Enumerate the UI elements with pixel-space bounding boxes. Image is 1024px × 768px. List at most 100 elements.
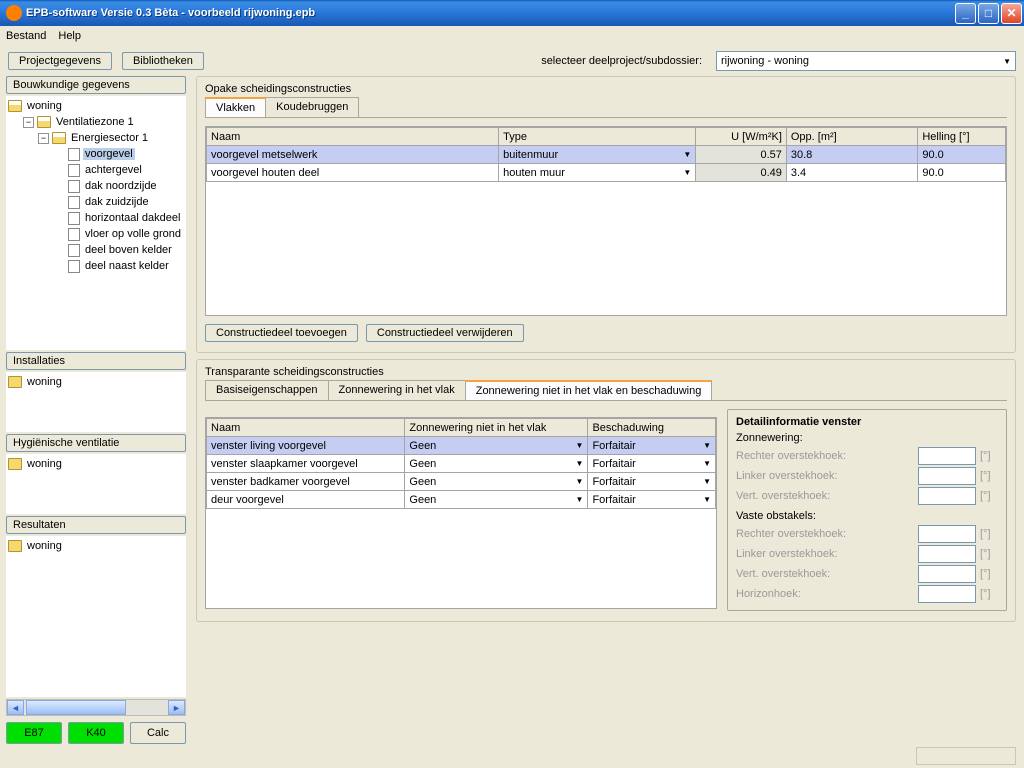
tab-zonne-in[interactable]: Zonnewering in het vlak [328, 380, 466, 400]
section-installaties[interactable]: Installaties [6, 352, 186, 370]
cell-naam[interactable]: venster slaapkamer voorgevel [207, 455, 405, 473]
tree-item-dak-noordzijde[interactable]: dak noordzijde [8, 178, 184, 194]
e-value-button[interactable]: E87 [6, 722, 62, 744]
cell-type[interactable]: houten muur▼ [499, 164, 696, 182]
titlebar: EPB-software Versie 0.3 Bèta - voorbeeld… [0, 0, 1024, 26]
col-type[interactable]: Type [499, 128, 696, 146]
cell-opp[interactable]: 30.8 [786, 146, 917, 164]
cell-zonne[interactable]: Geen▼ [405, 455, 588, 473]
cell-type[interactable]: buitenmuur▼ [499, 146, 696, 164]
linker-overstek-input-2[interactable] [918, 545, 976, 563]
cell-besch[interactable]: Forfaitair▼ [588, 455, 716, 473]
cell-naam[interactable]: voorgevel metselwerk [207, 146, 499, 164]
opake-tabs: Vlakken Koudebruggen [205, 97, 1007, 118]
tree-node-ventilatiezone[interactable]: −Ventilatiezone 1 [8, 114, 184, 130]
minimize-button[interactable]: _ [955, 3, 976, 24]
constructiedeel-toevoegen-button[interactable]: Constructiedeel toevoegen [205, 324, 358, 342]
cell-besch[interactable]: Forfaitair▼ [588, 437, 716, 455]
col-naam[interactable]: Naam [207, 128, 499, 146]
col-helling[interactable]: Helling [°] [918, 128, 1006, 146]
section-hygienische[interactable]: Hygiënische ventilatie [6, 434, 186, 452]
table-row[interactable]: voorgevel houten deel houten muur▼ 0.49 … [207, 164, 1006, 182]
col-naam[interactable]: Naam [207, 419, 405, 437]
scroll-right-icon[interactable]: ► [168, 700, 185, 715]
document-icon [68, 212, 80, 225]
collapse-icon[interactable]: − [23, 117, 34, 128]
deelproject-label: selecteer deelproject/subdossier: [541, 55, 702, 67]
tree-item-deel-boven-kelder[interactable]: deel boven kelder [8, 242, 184, 258]
col-u[interactable]: U [W/m²K] [696, 128, 787, 146]
tree-node-energiesector[interactable]: −Energiesector 1 [8, 130, 184, 146]
document-icon [68, 180, 80, 193]
tree-item-deel-naast-kelder[interactable]: deel naast kelder [8, 258, 184, 274]
deelproject-value: rijwoning - woning [721, 55, 809, 67]
vert-overstek-input-2[interactable] [918, 565, 976, 583]
cell-zonne[interactable]: Geen▼ [405, 491, 588, 509]
cell-opp[interactable]: 3.4 [786, 164, 917, 182]
menu-bestand[interactable]: Bestand [6, 30, 46, 42]
k-value-button[interactable]: K40 [68, 722, 124, 744]
tree-item-horizontaal-dakdeel[interactable]: horizontaal dakdeel [8, 210, 184, 226]
tree-item-vloer-volle-grond[interactable]: vloer op volle grond [8, 226, 184, 242]
cell-besch[interactable]: Forfaitair▼ [588, 491, 716, 509]
tree-node-woning-hygienische[interactable]: woning [8, 456, 184, 472]
cell-zonne[interactable]: Geen▼ [405, 473, 588, 491]
cell-naam[interactable]: deur voorgevel [207, 491, 405, 509]
folder-icon [8, 458, 22, 470]
cell-naam[interactable]: venster badkamer voorgevel [207, 473, 405, 491]
tree-node-woning-resultaten[interactable]: woning [8, 538, 184, 554]
tab-basis[interactable]: Basiseigenschappen [205, 380, 329, 400]
section-resultaten[interactable]: Resultaten [6, 516, 186, 534]
unit-label: [°] [980, 470, 998, 482]
document-icon [68, 244, 80, 257]
dropdown-icon: ▼ [703, 477, 711, 486]
close-button[interactable]: ✕ [1001, 3, 1022, 24]
detail-panel: Detailinformatie venster Zonnewering: Re… [727, 409, 1007, 611]
tree-node-woning[interactable]: woning [8, 98, 184, 114]
rechter-overstek-input[interactable] [918, 447, 976, 465]
tree-item-achtergevel[interactable]: achtergevel [8, 162, 184, 178]
constructiedeel-verwijderen-button[interactable]: Constructiedeel verwijderen [366, 324, 524, 342]
dropdown-icon: ▼ [703, 441, 711, 450]
cell-naam[interactable]: voorgevel houten deel [207, 164, 499, 182]
col-zonnewering[interactable]: Zonnewering niet in het vlak [405, 419, 588, 437]
cell-zonne[interactable]: Geen▼ [405, 437, 588, 455]
col-opp[interactable]: Opp. [m²] [786, 128, 917, 146]
unit-label: [°] [980, 450, 998, 462]
maximize-button[interactable]: □ [978, 3, 999, 24]
table-row[interactable]: venster badkamer voorgevelGeen▼Forfaitai… [207, 473, 716, 491]
cell-besch[interactable]: Forfaitair▼ [588, 473, 716, 491]
scroll-left-icon[interactable]: ◄ [7, 700, 24, 715]
linker-overstek-input[interactable] [918, 467, 976, 485]
horizontal-scrollbar[interactable]: ◄ ► [6, 699, 186, 716]
deelproject-select[interactable]: rijwoning - woning ▼ [716, 51, 1016, 71]
calc-button[interactable]: Calc [130, 722, 186, 744]
table-row[interactable]: deur voorgevelGeen▼Forfaitair▼ [207, 491, 716, 509]
bibliotheken-button[interactable]: Bibliotheken [122, 52, 204, 70]
tree-node-woning-installaties[interactable]: woning [8, 374, 184, 390]
vert-overstek-input[interactable] [918, 487, 976, 505]
cell-naam[interactable]: venster living voorgevel [207, 437, 405, 455]
col-beschaduwing[interactable]: Beschaduwing [588, 419, 716, 437]
projectgegevens-button[interactable]: Projectgegevens [8, 52, 112, 70]
cell-helling[interactable]: 90.0 [918, 164, 1006, 182]
tree-item-voorgevel[interactable]: voorgevel [8, 146, 184, 162]
tab-vlakken[interactable]: Vlakken [205, 97, 266, 117]
collapse-icon[interactable]: − [38, 133, 49, 144]
section-bouwkundige[interactable]: Bouwkundige gegevens [6, 76, 186, 94]
cell-helling[interactable]: 90.0 [918, 146, 1006, 164]
tree-item-dak-zuidzijde[interactable]: dak zuidzijde [8, 194, 184, 210]
horizonhoek-input[interactable] [918, 585, 976, 603]
document-icon [68, 148, 80, 161]
scroll-thumb[interactable] [26, 700, 126, 715]
table-row[interactable]: voorgevel metselwerk buitenmuur▼ 0.57 30… [207, 146, 1006, 164]
table-row[interactable]: venster slaapkamer voorgevelGeen▼Forfait… [207, 455, 716, 473]
table-row[interactable]: venster living voorgevelGeen▼Forfaitair▼ [207, 437, 716, 455]
tab-koudebruggen[interactable]: Koudebruggen [265, 97, 359, 117]
menubar: Bestand Help [0, 26, 1024, 46]
menu-help[interactable]: Help [58, 30, 81, 42]
dropdown-icon: ▼ [576, 477, 584, 486]
tab-zonne-niet[interactable]: Zonnewering niet in het vlak en beschadu… [465, 380, 713, 400]
rechter-overstek-input-2[interactable] [918, 525, 976, 543]
cell-u: 0.57 [696, 146, 787, 164]
